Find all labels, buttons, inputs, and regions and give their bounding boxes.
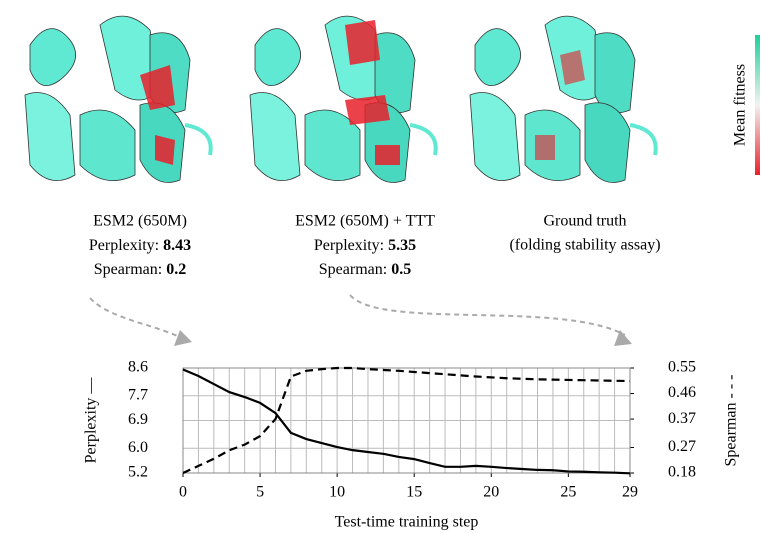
panel-title: ESM2 (650M) + TTT [295,213,435,230]
protein-3 [468,14,658,185]
x-tick-label: 15 [406,484,422,501]
arrow [349,294,626,336]
y-tick-label: 6.0 [128,439,148,456]
y2-tick-label: 0.55 [668,359,696,376]
perplexity-value: 5.35 [388,237,416,254]
colorbar [755,35,760,175]
protein-1 [23,14,213,185]
perplexity-caption: Perplexity: 8.43 [89,237,191,254]
x-axis-label: Test-time training step [335,514,479,531]
y2-tick-label: 0.46 [668,384,696,401]
panel-title: ESM2 (650M) [93,213,187,230]
spearman-caption: Spearman: 0.2 [94,261,186,278]
perplexity-label: Perplexity: [314,237,388,254]
y2-tick-label: 0.27 [668,438,696,455]
spearman-value: 0.2 [166,261,186,278]
y2-tick-label: 0.18 [668,464,696,481]
y-axis-label: Perplexity — [83,377,100,464]
arrow [89,297,186,341]
x-tick-label: 10 [329,484,345,501]
x-tick-label: 29 [622,484,638,501]
line [182,366,631,474]
x-tick-label: 25 [560,484,576,501]
colorbar-label: Mean fitness [732,64,749,146]
perplexity-label: Perplexity: [89,237,163,254]
spearman-value: 0.5 [391,261,411,278]
y-tick-label: 8.6 [128,359,148,376]
panel-subtitle: (folding stability assay) [509,237,660,254]
spearman-caption: Spearman: 0.5 [319,261,411,278]
y2-axis-label: Spearman - - - [723,375,740,467]
plot-frame [182,367,631,474]
chart: 5.2 6.0 6.9 7.7 8.6 0.18 0.27 0.37 0.46 0.55 0 5 10 1… [83,359,740,531]
x-tick-label: 5 [256,484,264,501]
protein-2 [248,14,438,185]
spearman-label: Spearman: [319,261,391,278]
line [182,368,631,475]
x-tick-label: 0 [179,484,187,501]
y2-tick-label: 0.37 [668,410,696,427]
perplexity-caption: Perplexity: 5.35 [314,237,416,254]
x-tick-label: 20 [483,484,499,501]
arrow-head [614,330,632,346]
panel-title: Ground truth [543,213,626,230]
y-tick-label: 7.7 [128,386,148,403]
arrow-head [174,330,192,346]
y-tick-label: 5.2 [128,464,148,481]
spearman-label: Spearman: [94,261,166,278]
perplexity-value: 8.43 [163,237,191,254]
y-tick-label: 6.9 [128,411,148,428]
captions: ESM2 (650M) Perplexity: 8.43 Spearman: 0.2… [89,213,661,278]
